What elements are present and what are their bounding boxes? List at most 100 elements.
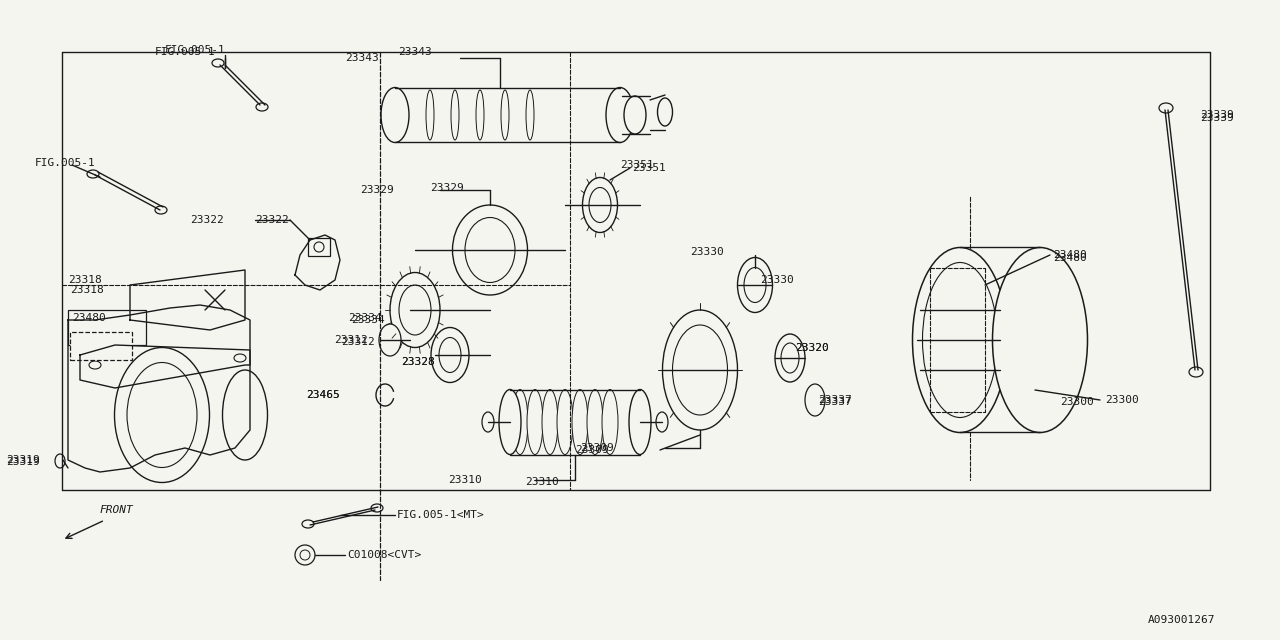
Ellipse shape (1189, 367, 1203, 377)
Ellipse shape (774, 334, 805, 382)
Text: 23334: 23334 (348, 313, 381, 323)
Ellipse shape (527, 390, 543, 454)
Ellipse shape (737, 257, 773, 312)
Ellipse shape (223, 370, 268, 460)
Ellipse shape (572, 390, 588, 454)
Ellipse shape (476, 90, 484, 140)
Text: 23329: 23329 (430, 183, 463, 193)
Ellipse shape (453, 205, 527, 295)
Ellipse shape (602, 390, 618, 454)
Text: 23337: 23337 (818, 397, 851, 407)
Text: FRONT: FRONT (100, 505, 133, 515)
Text: 23320: 23320 (795, 343, 828, 353)
Ellipse shape (256, 103, 268, 111)
Ellipse shape (913, 248, 1007, 433)
Ellipse shape (582, 177, 617, 232)
Ellipse shape (300, 550, 310, 560)
Ellipse shape (625, 96, 646, 134)
Bar (308, 238, 330, 256)
Ellipse shape (541, 390, 558, 454)
Text: 23351: 23351 (632, 163, 666, 173)
Text: 23310: 23310 (525, 477, 559, 487)
Ellipse shape (90, 361, 101, 369)
Ellipse shape (499, 390, 521, 454)
Text: 23320: 23320 (795, 343, 828, 353)
Text: 23318: 23318 (70, 285, 104, 295)
Ellipse shape (390, 273, 440, 348)
Ellipse shape (588, 390, 603, 454)
Ellipse shape (500, 90, 509, 140)
Ellipse shape (314, 242, 324, 252)
Ellipse shape (399, 285, 431, 335)
Text: 23480: 23480 (1053, 250, 1087, 260)
Ellipse shape (657, 412, 668, 432)
Text: 23312: 23312 (334, 335, 369, 345)
Text: 23310: 23310 (448, 475, 481, 485)
Ellipse shape (127, 362, 197, 467)
Ellipse shape (212, 59, 224, 67)
Text: 23312: 23312 (342, 337, 375, 347)
Ellipse shape (483, 412, 494, 432)
Bar (70, 332, 132, 360)
Ellipse shape (439, 337, 461, 372)
Text: 23329: 23329 (360, 185, 394, 195)
Text: 23309: 23309 (575, 445, 609, 455)
Text: 23319: 23319 (6, 457, 40, 467)
Ellipse shape (663, 310, 737, 430)
Text: 23339: 23339 (1201, 113, 1234, 123)
Ellipse shape (379, 324, 401, 356)
Ellipse shape (605, 88, 634, 143)
Text: FIG.005-1<MT>: FIG.005-1<MT> (397, 510, 485, 520)
Text: 23351: 23351 (620, 160, 654, 170)
Text: 23322: 23322 (189, 215, 224, 225)
Text: 23339: 23339 (1201, 110, 1234, 120)
Bar (68, 310, 146, 345)
Ellipse shape (526, 90, 534, 140)
Text: 23318: 23318 (68, 275, 101, 285)
Text: 23337: 23337 (818, 395, 851, 405)
Text: 23328: 23328 (401, 357, 435, 367)
Ellipse shape (658, 98, 672, 126)
Ellipse shape (744, 268, 765, 303)
Ellipse shape (628, 390, 652, 454)
Ellipse shape (114, 348, 210, 483)
Text: 23480: 23480 (72, 313, 106, 323)
Text: FIG.005-1: FIG.005-1 (35, 158, 96, 168)
Text: 23319: 23319 (6, 455, 40, 465)
Ellipse shape (431, 328, 468, 383)
Ellipse shape (87, 170, 99, 178)
Ellipse shape (294, 545, 315, 565)
Text: 23328: 23328 (401, 357, 435, 367)
Text: 23300: 23300 (1105, 395, 1139, 405)
Text: 23309: 23309 (580, 443, 613, 453)
Ellipse shape (55, 454, 65, 468)
Ellipse shape (557, 390, 573, 454)
Text: 23322: 23322 (255, 215, 289, 225)
Text: FIG.005-1: FIG.005-1 (165, 45, 225, 55)
Text: A093001267: A093001267 (1147, 615, 1215, 625)
Ellipse shape (805, 384, 826, 416)
Ellipse shape (381, 88, 410, 143)
Text: 23343: 23343 (346, 53, 379, 63)
Text: C01008<CVT>: C01008<CVT> (347, 550, 421, 560)
Ellipse shape (1158, 103, 1172, 113)
Text: 23300: 23300 (1060, 397, 1093, 407)
Ellipse shape (589, 188, 611, 223)
Text: 23480: 23480 (1053, 253, 1087, 263)
Text: 23330: 23330 (690, 247, 723, 257)
Ellipse shape (781, 343, 799, 373)
Ellipse shape (512, 390, 529, 454)
Ellipse shape (234, 354, 246, 362)
Ellipse shape (302, 520, 314, 528)
Ellipse shape (426, 90, 434, 140)
Ellipse shape (451, 90, 460, 140)
Text: 23330: 23330 (760, 275, 794, 285)
Ellipse shape (465, 218, 515, 282)
Text: 23334: 23334 (351, 315, 385, 325)
Text: FIG.005-1: FIG.005-1 (155, 47, 216, 57)
Text: 23465: 23465 (306, 390, 340, 400)
Text: 23465: 23465 (306, 390, 340, 400)
Ellipse shape (992, 248, 1088, 433)
Ellipse shape (371, 504, 383, 512)
Ellipse shape (155, 206, 166, 214)
